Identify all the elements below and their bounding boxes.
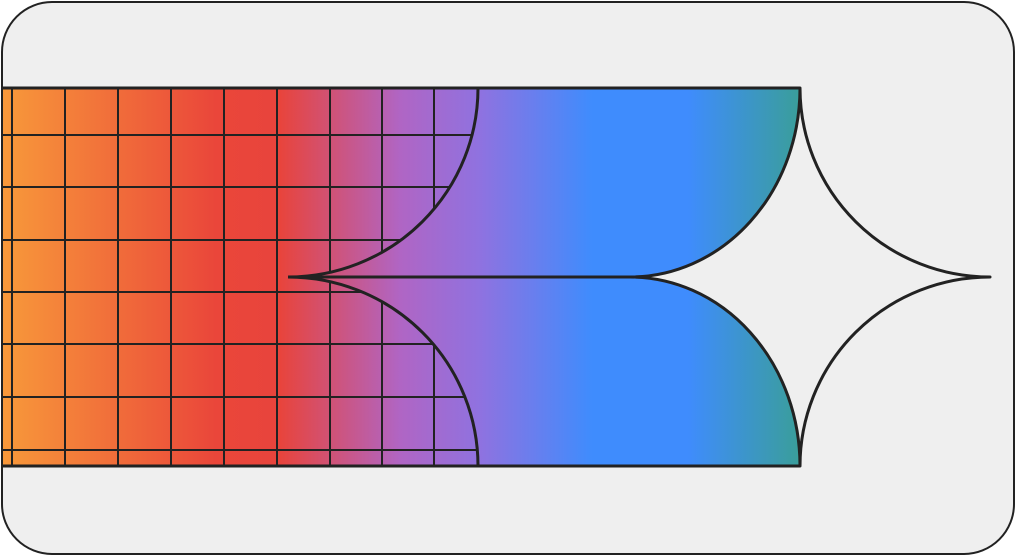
- outlines: [2, 86, 800, 468]
- artwork: [2, 86, 992, 468]
